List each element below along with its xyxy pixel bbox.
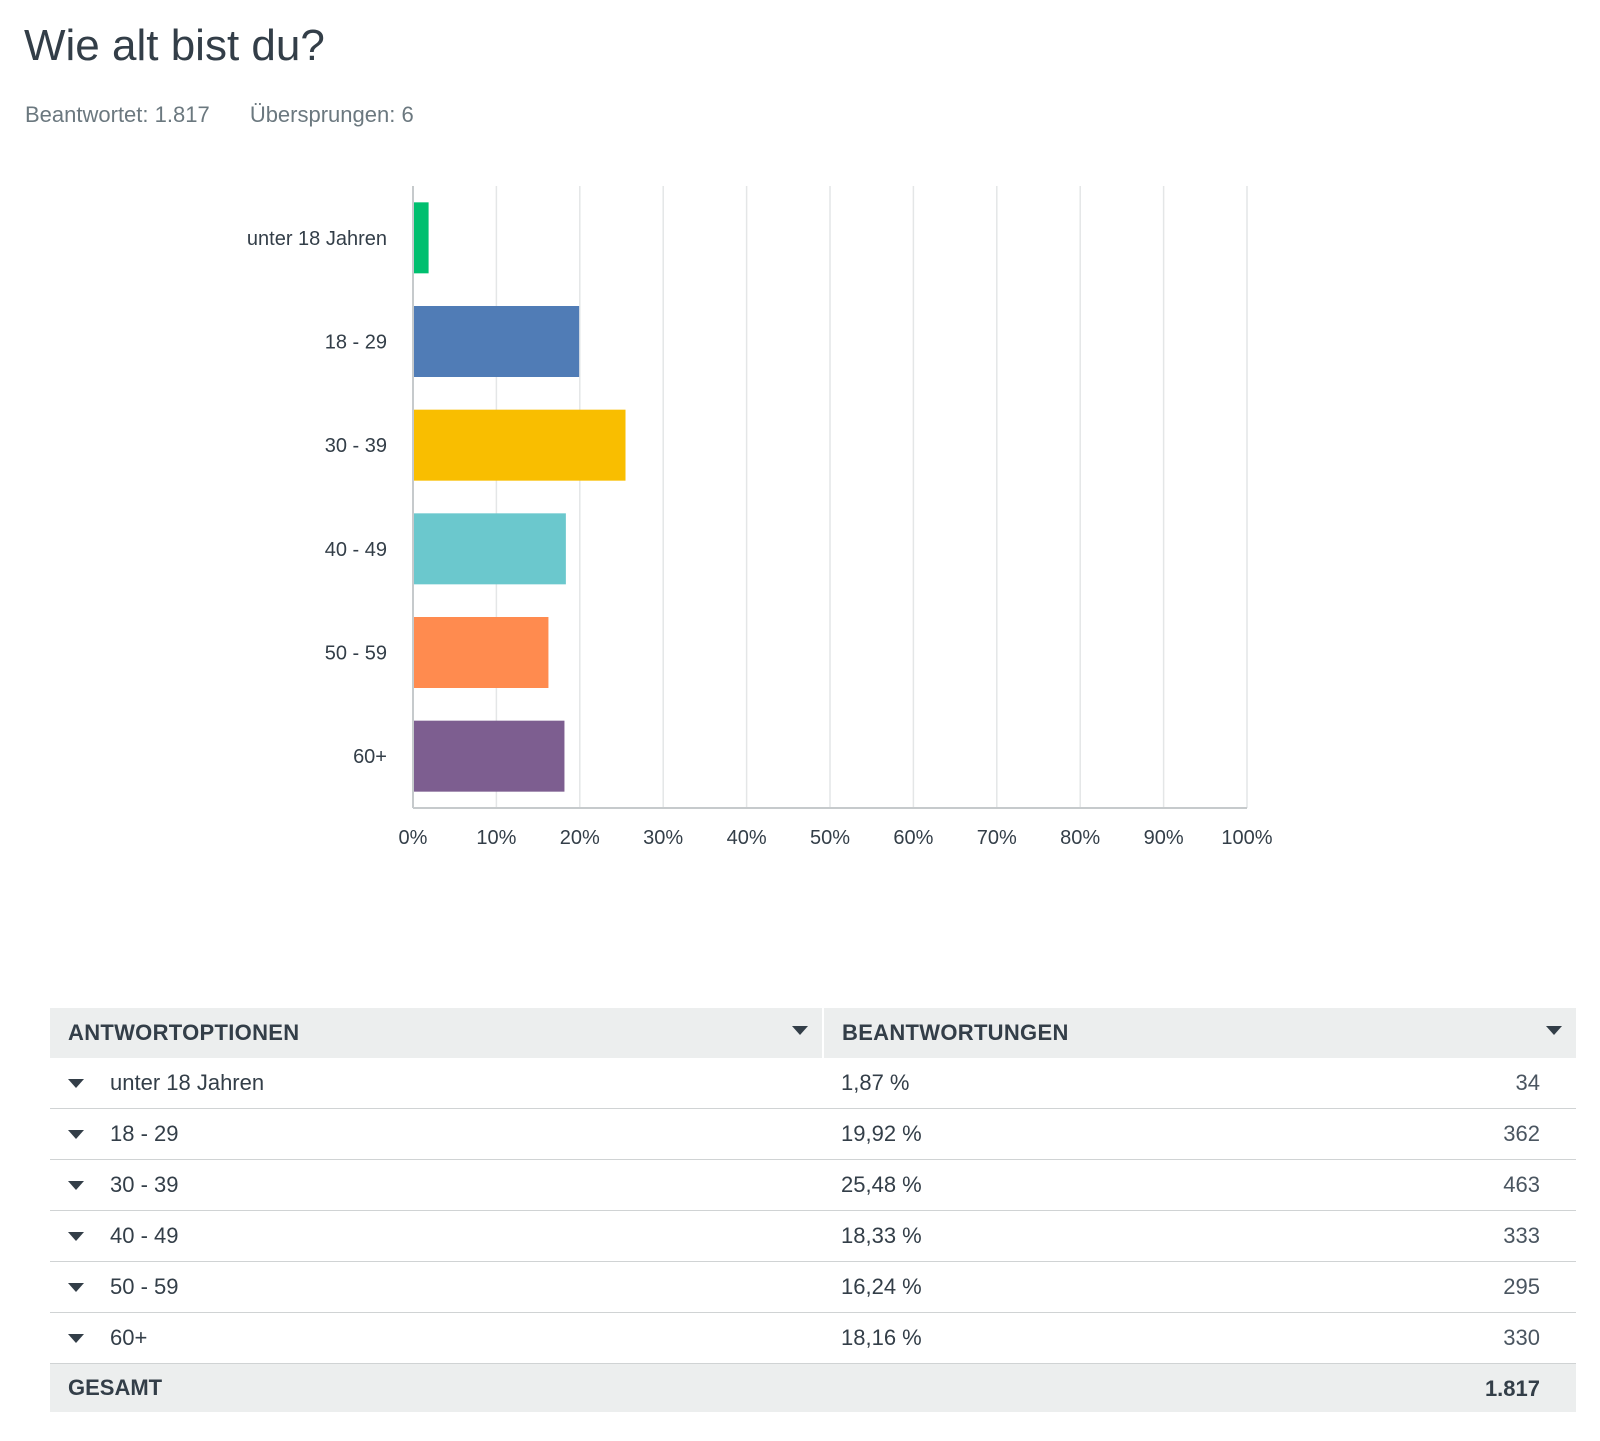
table-row: 40 - 49 18,33 % 333 bbox=[50, 1210, 1576, 1262]
header-responses-label: BEANTWORTUNGEN bbox=[842, 1020, 1069, 1045]
page-title: Wie alt bist du? bbox=[24, 21, 325, 70]
response-percent: 18,33 % bbox=[841, 1223, 922, 1248]
response-percent: 19,92 % bbox=[841, 1121, 922, 1146]
response-count: 362 bbox=[1503, 1121, 1540, 1146]
response-percent: 25,48 % bbox=[841, 1172, 922, 1197]
response-count: 333 bbox=[1503, 1223, 1540, 1248]
category-label: 40 - 49 bbox=[325, 539, 387, 561]
expand-caret-icon[interactable] bbox=[68, 1078, 84, 1088]
expand-caret-icon[interactable] bbox=[68, 1129, 84, 1139]
table-row: 30 - 39 25,48 % 463 bbox=[50, 1159, 1576, 1211]
response-cell: 16,24 % 295 bbox=[823, 1261, 1576, 1313]
bar[interactable] bbox=[414, 306, 580, 377]
answer-option-cell: 18 - 29 bbox=[50, 1108, 823, 1160]
answer-option-cell: 40 - 49 bbox=[50, 1210, 823, 1262]
response-count: 463 bbox=[1503, 1172, 1540, 1197]
category-label: 60+ bbox=[353, 746, 387, 768]
x-tick-label: 80% bbox=[1060, 827, 1100, 849]
answer-option-label: 60+ bbox=[110, 1325, 148, 1350]
total-label: GESAMT bbox=[50, 1363, 823, 1412]
answer-option-label: 18 - 29 bbox=[110, 1121, 179, 1146]
response-count: 295 bbox=[1503, 1274, 1540, 1299]
header-responses[interactable]: BEANTWORTUNGEN bbox=[823, 1008, 1576, 1058]
answer-option-label: 40 - 49 bbox=[110, 1223, 179, 1248]
x-tick-label: 30% bbox=[643, 827, 683, 849]
category-label: 18 - 29 bbox=[325, 332, 387, 354]
x-tick-label: 60% bbox=[893, 827, 933, 849]
category-label: 50 - 59 bbox=[325, 643, 387, 665]
x-tick-label: 0% bbox=[399, 827, 428, 849]
results-table-container: ANTWORTOPTIONEN BEANTWORTUNGEN unter 18 … bbox=[50, 1008, 1576, 1412]
expand-caret-icon[interactable] bbox=[68, 1231, 84, 1241]
response-count: 330 bbox=[1503, 1325, 1540, 1350]
table-row: unter 18 Jahren 1,87 % 34 bbox=[50, 1058, 1576, 1109]
total-count: 1.817 bbox=[1484, 1376, 1540, 1401]
response-cell: 18,16 % 330 bbox=[823, 1312, 1576, 1364]
answer-option-cell: unter 18 Jahren bbox=[50, 1058, 823, 1109]
table-row: 18 - 29 19,92 % 362 bbox=[50, 1108, 1576, 1160]
answered-count: Beantwortet: 1.817 bbox=[25, 102, 210, 127]
answer-option-cell: 60+ bbox=[50, 1312, 823, 1364]
answer-option-cell: 50 - 59 bbox=[50, 1261, 823, 1313]
x-tick-label: 20% bbox=[560, 827, 600, 849]
bar[interactable] bbox=[414, 513, 566, 585]
table-row: 50 - 59 16,24 % 295 bbox=[50, 1261, 1576, 1313]
response-stats: Beantwortet: 1.817 Übersprungen: 6 bbox=[25, 100, 448, 130]
total-row: GESAMT 1.817 bbox=[50, 1363, 1576, 1412]
results-table: ANTWORTOPTIONEN BEANTWORTUNGEN unter 18 … bbox=[50, 1008, 1576, 1412]
bar[interactable] bbox=[414, 202, 429, 274]
skipped-count: Übersprungen: 6 bbox=[249, 102, 414, 127]
answer-option-label: 50 - 59 bbox=[110, 1274, 179, 1299]
bar-chart: 0% 10% 20% 30% 40% 50% 60% 70% 80% 90% 100% unter 1… bbox=[247, 186, 1273, 849]
answer-option-label: unter 18 Jahren bbox=[110, 1070, 265, 1095]
x-tick-label: 10% bbox=[476, 827, 516, 849]
response-cell: 1,87 % 34 bbox=[823, 1058, 1576, 1109]
header-answer-options[interactable]: ANTWORTOPTIONEN bbox=[50, 1008, 824, 1058]
answer-option-label: 30 - 39 bbox=[110, 1172, 179, 1197]
x-tick-label: 90% bbox=[1144, 827, 1184, 849]
sort-caret-icon[interactable] bbox=[792, 1026, 808, 1035]
response-percent: 1,87 % bbox=[841, 1070, 910, 1095]
bar[interactable] bbox=[414, 617, 549, 688]
response-cell: 19,92 % 362 bbox=[823, 1108, 1576, 1160]
table-row: 60+ 18,16 % 330 bbox=[50, 1312, 1576, 1364]
table-body: unter 18 Jahren 1,87 % 34 18 - 29 19,92 % 362… bbox=[50, 1058, 1576, 1412]
bar[interactable] bbox=[414, 720, 565, 792]
category-label: 30 - 39 bbox=[325, 435, 387, 457]
expand-caret-icon[interactable] bbox=[68, 1180, 84, 1190]
expand-caret-icon[interactable] bbox=[68, 1282, 84, 1292]
x-tick-label: 40% bbox=[727, 827, 767, 849]
response-percent: 18,16 % bbox=[841, 1325, 922, 1350]
response-cell: 25,48 % 463 bbox=[823, 1159, 1576, 1211]
x-tick-label: 70% bbox=[977, 827, 1017, 849]
table-header-row: ANTWORTOPTIONEN BEANTWORTUNGEN bbox=[50, 1008, 1576, 1058]
answer-option-cell: 30 - 39 bbox=[50, 1159, 823, 1211]
response-cell: 18,33 % 333 bbox=[823, 1210, 1576, 1262]
category-label: unter 18 Jahren bbox=[247, 228, 387, 250]
bar[interactable] bbox=[414, 409, 626, 481]
response-count: 34 bbox=[1515, 1070, 1540, 1095]
x-tick-label: 100% bbox=[1221, 827, 1272, 849]
total-cell: 1.817 bbox=[823, 1363, 1576, 1412]
expand-caret-icon[interactable] bbox=[68, 1333, 84, 1343]
header-answer-options-label: ANTWORTOPTIONEN bbox=[68, 1020, 300, 1045]
sort-caret-icon[interactable] bbox=[1546, 1026, 1562, 1035]
x-tick-label: 50% bbox=[810, 827, 850, 849]
response-percent: 16,24 % bbox=[841, 1274, 922, 1299]
